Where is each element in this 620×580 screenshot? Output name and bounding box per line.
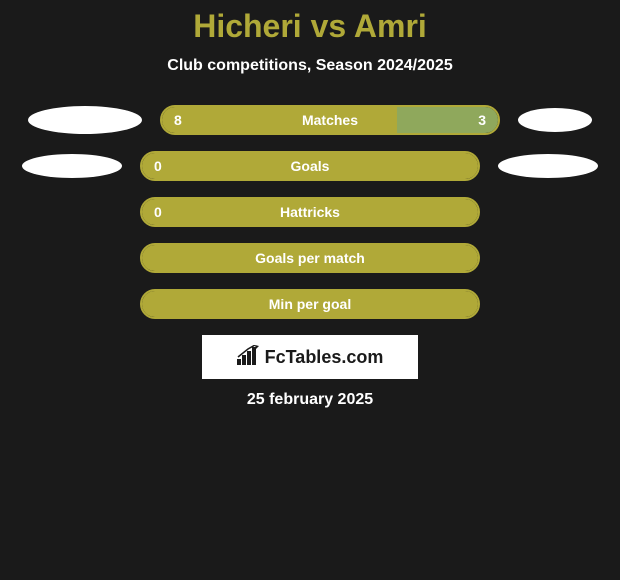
- player-left-ellipse: [22, 154, 122, 178]
- bar-right-segment: 3: [397, 107, 498, 133]
- date-text: 25 february 2025: [0, 391, 620, 409]
- stat-row: 83Matches: [0, 105, 620, 135]
- bar-full-segment: [142, 245, 478, 271]
- comparison-container: Hicheri vs Amri Club competitions, Seaso…: [0, 0, 620, 409]
- player-left-ellipse: [28, 106, 142, 134]
- chart-icon: [237, 345, 261, 370]
- stat-row: 0Hattricks: [0, 197, 620, 227]
- stat-bar: 0Hattricks: [140, 197, 480, 227]
- stats-area: 83Matches 0Goals 0Hattricks Goals per match…: [0, 105, 620, 319]
- player-right-ellipse: [498, 154, 598, 178]
- stat-row: Min per goal: [0, 289, 620, 319]
- stat-bar: 0Goals: [140, 151, 480, 181]
- stat-bar: Min per goal: [140, 289, 480, 319]
- bar-left-segment: 8: [162, 107, 397, 133]
- stat-row: Goals per match: [0, 243, 620, 273]
- logo-content: FcTables.com: [237, 345, 384, 370]
- logo-text: FcTables.com: [265, 347, 384, 368]
- stat-row: 0Goals: [0, 151, 620, 181]
- bar-full-segment: [142, 291, 478, 317]
- page-title: Hicheri vs Amri: [0, 8, 620, 45]
- bar-full-segment: 0: [142, 199, 478, 225]
- page-subtitle: Club competitions, Season 2024/2025: [0, 57, 620, 75]
- stat-bar: Goals per match: [140, 243, 480, 273]
- logo-box: FcTables.com: [202, 335, 418, 379]
- bar-full-segment: 0: [142, 153, 478, 179]
- player-right-ellipse: [518, 108, 592, 132]
- stat-bar: 83Matches: [160, 105, 500, 135]
